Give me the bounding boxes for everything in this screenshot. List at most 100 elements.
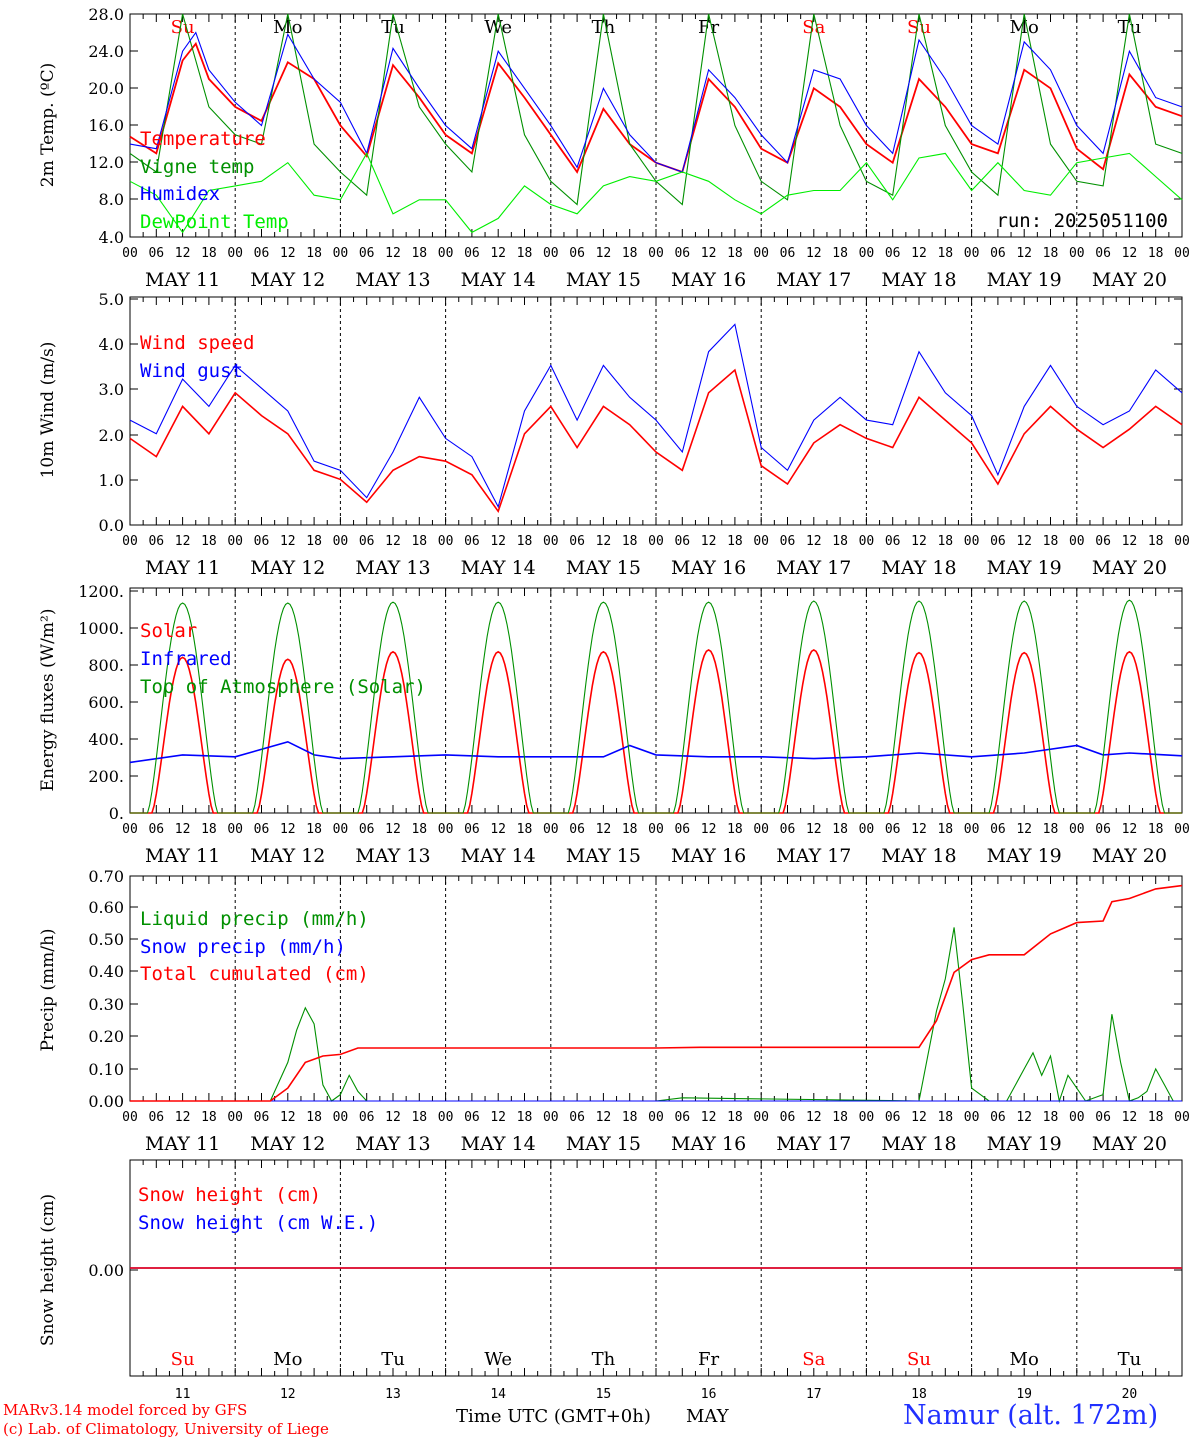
hour-tick-label: 06: [148, 246, 164, 261]
hour-tick-label: 00: [227, 1110, 243, 1125]
y-tick-label: 1.0: [99, 471, 124, 490]
date-label: MAY 11: [145, 557, 220, 579]
y-tick-label: 2.0: [99, 426, 124, 445]
hour-tick-label: 18: [1043, 246, 1059, 261]
date-label: MAY 15: [566, 269, 641, 291]
day-label: Tu: [381, 17, 405, 38]
hour-tick-label: 12: [385, 246, 401, 261]
wind-speed-line: [129, 368, 1183, 514]
panel-2: 0.0 1.0 2.0 3.0 4.0 5.0 10m Wind (m/s) 00 06 12 18…: [38, 290, 1190, 579]
date-label: MAY 17: [776, 557, 851, 579]
hour-tick-label: 06: [359, 534, 375, 549]
legend-entry: Temperature: [140, 128, 266, 150]
hour-tick-label: 18: [306, 1110, 322, 1125]
station-name: Namur (alt. 172m): [903, 1400, 1159, 1431]
y-tick-label: 1200.: [78, 582, 124, 601]
plot-frame: [129, 13, 1183, 238]
legend-entry: Top of Atmosphere (Solar): [140, 676, 426, 698]
hour-tick-label: 00: [227, 822, 243, 837]
hour-tick-label: 00: [1069, 822, 1085, 837]
hour-tick-label: 18: [411, 534, 427, 549]
date-label: MAY 19: [987, 557, 1062, 579]
date-label: MAY 17: [776, 269, 851, 291]
hour-tick-label: 06: [254, 534, 270, 549]
hour-tick-label: 18: [937, 534, 953, 549]
hour-tick-label: 00: [964, 822, 980, 837]
hour-tick-label: 12: [490, 246, 506, 261]
hour-tick-label: 06: [780, 246, 796, 261]
panel-4: 0.00 0.10 0.20 0.30 0.40 0.50 0.60 0.70 Precip (…: [38, 867, 1190, 1155]
hour-tick-label: 18: [727, 822, 743, 837]
hour-tick-label: 18: [622, 822, 638, 837]
y-tick-label: 0.30: [88, 995, 124, 1014]
hour-tick-label: 00: [1174, 246, 1190, 261]
hour-tick-label: 18: [1148, 1110, 1164, 1125]
day-label: Mo: [273, 1349, 302, 1370]
day-label: Mo: [273, 17, 302, 38]
hour-tick-label: 12: [806, 246, 822, 261]
y-tick-label: 0.20: [88, 1027, 124, 1046]
hour-tick-label: 06: [254, 246, 270, 261]
hour-tick-label: 12: [806, 1110, 822, 1125]
hour-tick-label: 00: [1069, 246, 1085, 261]
hour-tick-label: 00: [753, 246, 769, 261]
legend-entry: Humidex: [140, 183, 220, 205]
y-tick-label: 4.0: [99, 335, 124, 354]
hour-tick-label: 12: [596, 534, 612, 549]
hour-tick-label: 12: [701, 1110, 717, 1125]
y-axis-label: 2m Temp. (ºC): [38, 63, 58, 188]
hour-tick-label: 06: [464, 534, 480, 549]
y-tick-label: 24.0: [88, 42, 124, 61]
y-tick-label: 0.00: [88, 1092, 124, 1111]
y-tick-label: 28.0: [88, 5, 124, 24]
hour-tick-label: 00: [227, 246, 243, 261]
hour-tick-label: 12: [1016, 1110, 1032, 1125]
day-number-label: 12: [280, 1387, 296, 1402]
humidex-line: [129, 31, 1183, 173]
hour-tick-label: 18: [517, 822, 533, 837]
y-tick-label: 16.0: [88, 116, 124, 135]
hour-tick-label: 12: [701, 534, 717, 549]
date-label: MAY 15: [566, 557, 641, 579]
date-label: MAY 18: [881, 557, 956, 579]
date-label: MAY 18: [881, 845, 956, 867]
hour-tick-label: 06: [464, 1110, 480, 1125]
hour-tick-label: 00: [1174, 534, 1190, 549]
hour-tick-label: 12: [806, 822, 822, 837]
hour-tick-label: 00: [648, 246, 664, 261]
wind-gust-line: [129, 323, 1183, 509]
hour-tick-label: 00: [859, 1110, 875, 1125]
hour-tick-label: 18: [1043, 1110, 1059, 1125]
hour-tick-label: 00: [1174, 822, 1190, 837]
hour-tick-label: 06: [990, 822, 1006, 837]
hour-tick-label: 06: [254, 1110, 270, 1125]
panel-1: 4.0 8.0 12.0 16.0 20.0 24.0 28.0 2m Temp. (ºC) 0…: [38, 5, 1190, 291]
x-axis-month: MAY: [686, 1406, 729, 1427]
y-tick-label: 0.70: [88, 867, 124, 886]
hour-tick-label: 06: [464, 822, 480, 837]
hour-tick-label: 12: [911, 534, 927, 549]
hour-tick-label: 06: [780, 822, 796, 837]
hour-tick-label: 12: [490, 534, 506, 549]
hour-tick-label: 18: [832, 822, 848, 837]
hour-tick-label: 12: [701, 822, 717, 837]
date-label: MAY 13: [355, 557, 430, 579]
y-tick-label: 4.0: [99, 228, 124, 247]
y-tick-label: 600.: [88, 693, 124, 712]
day-label: Mo: [1010, 17, 1039, 38]
hour-tick-label: 18: [1148, 822, 1164, 837]
hour-tick-label: 18: [1148, 534, 1164, 549]
x-axis-label: Time UTC (GMT+0h): [456, 1406, 651, 1427]
day-label: Tu: [1118, 17, 1142, 38]
hour-tick-label: 00: [543, 822, 559, 837]
hour-tick-label: 12: [175, 534, 191, 549]
hour-tick-label: 00: [122, 822, 138, 837]
day-label: We: [484, 1349, 512, 1370]
date-label: MAY 20: [1092, 557, 1167, 579]
date-label: MAY 15: [566, 845, 641, 867]
y-axis-label: 10m Wind (m/s): [38, 342, 58, 479]
hour-tick-label: 18: [517, 534, 533, 549]
hour-tick-label: 12: [280, 1110, 296, 1125]
hour-tick-label: 12: [911, 246, 927, 261]
run-label: run: 2025051100: [996, 210, 1168, 232]
